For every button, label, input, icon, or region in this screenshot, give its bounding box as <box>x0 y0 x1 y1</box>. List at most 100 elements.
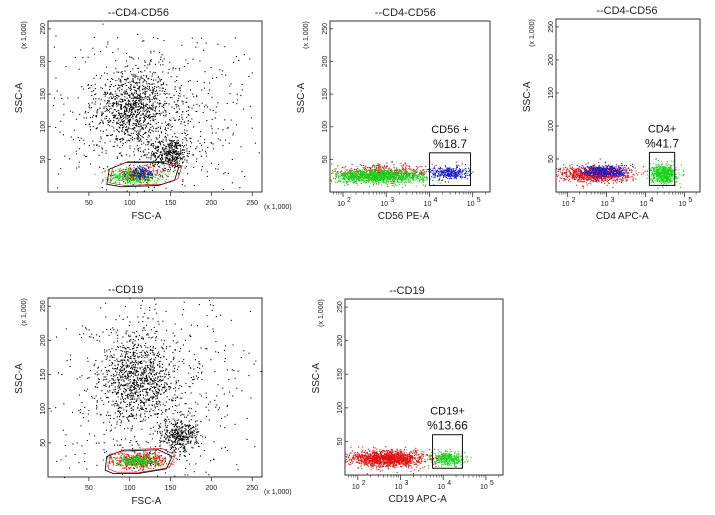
dot <box>107 110 109 112</box>
dot <box>142 127 144 129</box>
dot <box>121 75 123 77</box>
dot <box>127 82 129 84</box>
dot <box>126 60 128 62</box>
dot <box>100 136 102 138</box>
dot <box>387 171 389 173</box>
dot <box>134 182 136 184</box>
dot <box>152 142 154 144</box>
dot <box>146 108 148 110</box>
dot <box>230 83 232 85</box>
dot <box>177 144 179 146</box>
dot <box>173 171 175 173</box>
dot <box>361 174 363 176</box>
dot <box>232 61 234 63</box>
dot <box>131 179 133 181</box>
dot <box>423 176 425 178</box>
dot <box>108 174 110 176</box>
dot <box>166 92 168 94</box>
dot <box>143 97 145 99</box>
dot <box>434 169 436 171</box>
dot <box>206 175 208 177</box>
dot <box>227 127 229 129</box>
dot <box>210 142 212 144</box>
dot <box>457 171 459 173</box>
dot <box>148 142 150 144</box>
dot <box>375 176 377 178</box>
dot <box>95 115 97 117</box>
dot <box>139 174 141 176</box>
dot <box>355 182 357 184</box>
dot <box>355 174 357 176</box>
dot <box>114 90 116 92</box>
dot <box>363 168 365 170</box>
dot <box>439 171 441 173</box>
dot <box>105 150 107 152</box>
dot <box>158 147 160 149</box>
dot <box>158 136 160 138</box>
dot <box>105 152 107 154</box>
dot <box>330 179 332 181</box>
dot <box>152 164 154 166</box>
dot <box>134 89 136 91</box>
dot <box>150 52 152 54</box>
dot <box>196 103 198 105</box>
dot <box>135 96 137 98</box>
dot <box>434 177 436 179</box>
dot <box>137 137 139 139</box>
dot <box>460 175 462 177</box>
dot <box>580 172 582 174</box>
dot <box>154 173 156 175</box>
dot <box>93 77 95 79</box>
dot <box>139 126 141 128</box>
dot <box>136 180 138 182</box>
dot <box>140 102 142 104</box>
dot <box>359 164 361 166</box>
dot <box>139 82 141 84</box>
dot <box>362 171 364 173</box>
dot <box>331 179 333 181</box>
dot <box>391 185 393 187</box>
dot <box>407 165 409 167</box>
dot <box>151 90 153 92</box>
dot <box>224 46 226 48</box>
dot <box>340 173 342 175</box>
dot <box>146 154 148 156</box>
dot <box>137 111 139 113</box>
dot <box>375 175 377 177</box>
dot <box>147 180 149 182</box>
dot <box>237 99 239 101</box>
dot <box>179 69 181 71</box>
dot <box>370 167 372 169</box>
dot <box>235 124 237 126</box>
dot <box>434 167 436 169</box>
dot <box>385 173 387 175</box>
dot <box>580 181 582 183</box>
dot <box>100 130 102 132</box>
dot <box>128 115 130 117</box>
dot <box>121 124 123 126</box>
dot <box>127 178 129 180</box>
dot <box>148 130 150 132</box>
dot <box>159 153 161 155</box>
dot <box>363 177 365 179</box>
dot <box>184 159 186 161</box>
dot <box>131 108 133 110</box>
dot <box>99 107 101 109</box>
dot <box>406 173 408 175</box>
dot <box>165 179 167 181</box>
dot <box>367 174 369 176</box>
dot <box>189 121 191 123</box>
dot <box>417 171 419 173</box>
dot <box>141 103 143 105</box>
dot <box>389 174 391 176</box>
dot <box>355 182 357 184</box>
dot <box>393 172 395 174</box>
dot <box>142 164 144 166</box>
dot <box>338 179 340 181</box>
dot <box>405 174 407 176</box>
dot <box>404 170 406 172</box>
dot <box>592 181 594 183</box>
x-tick-exponent: 3 <box>390 197 394 204</box>
dot <box>145 105 147 107</box>
dot <box>155 148 157 150</box>
